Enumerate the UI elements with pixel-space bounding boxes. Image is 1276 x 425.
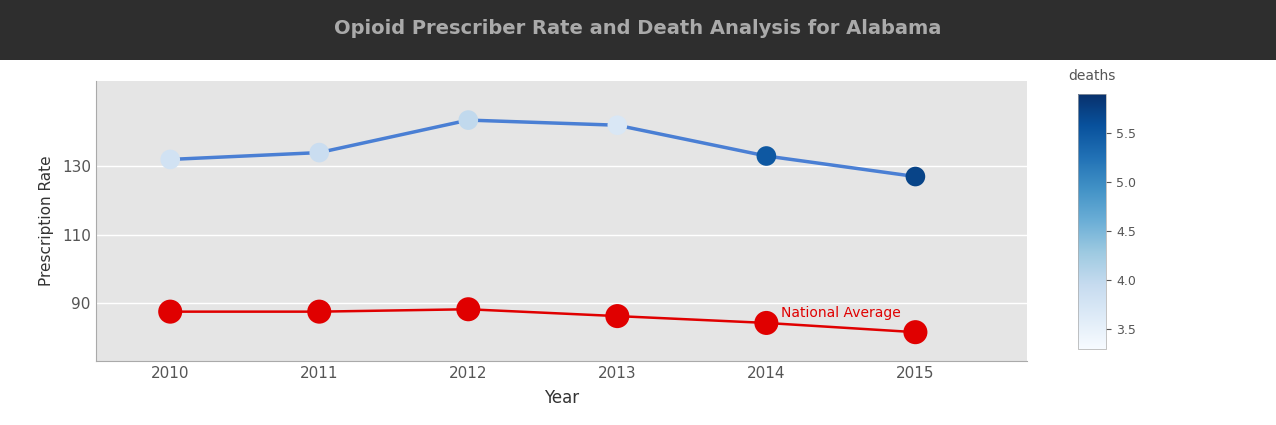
Text: National Average: National Average xyxy=(781,306,901,320)
Point xyxy=(607,313,628,320)
Point xyxy=(905,329,925,336)
Point xyxy=(160,156,180,163)
Point xyxy=(607,122,628,129)
Text: Opioid Prescriber Rate and Death Analysis for Alabama: Opioid Prescriber Rate and Death Analysi… xyxy=(334,19,942,38)
Point xyxy=(757,153,777,159)
Point xyxy=(160,308,180,315)
Point xyxy=(458,117,478,124)
X-axis label: Year: Year xyxy=(544,389,579,408)
Point xyxy=(309,149,329,156)
Point xyxy=(757,320,777,326)
Y-axis label: Prescription Rate: Prescription Rate xyxy=(38,156,54,286)
Point xyxy=(458,306,478,313)
Point xyxy=(309,308,329,315)
Point xyxy=(905,173,925,180)
Text: deaths: deaths xyxy=(1068,69,1116,83)
